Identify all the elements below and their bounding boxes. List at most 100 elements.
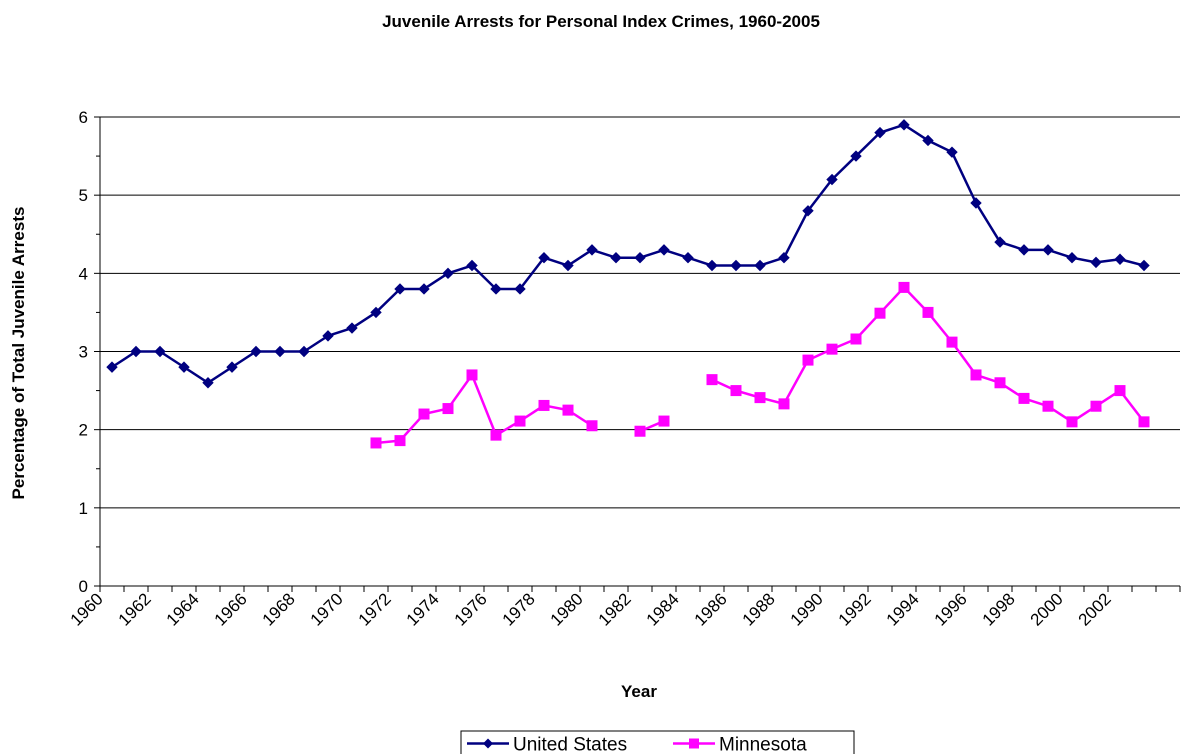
legend-marker <box>689 738 699 749</box>
x-tick-label: 1986 <box>691 589 731 629</box>
y-axis-title: Percentage of Total Juvenile Arrests <box>9 207 28 500</box>
x-tick-label: 1966 <box>211 589 251 629</box>
x-tick-label: 1964 <box>163 589 203 629</box>
data-point <box>202 377 214 389</box>
data-point <box>1066 416 1078 428</box>
data-point <box>346 322 358 334</box>
legend-label: United States <box>513 735 627 754</box>
data-point <box>586 244 598 256</box>
data-point <box>1114 253 1126 265</box>
data-point <box>778 398 790 410</box>
data-point <box>418 408 430 420</box>
data-point <box>634 425 646 437</box>
legend-label: Minnesota <box>719 735 807 754</box>
x-tick-label: 1974 <box>403 589 443 629</box>
gridlines <box>100 116 1180 509</box>
data-point <box>610 251 622 264</box>
data-point <box>298 345 310 358</box>
series-minnesota <box>370 281 1150 449</box>
data-point <box>562 259 574 272</box>
data-point <box>898 281 910 293</box>
x-axis-title: Year <box>621 682 657 701</box>
x-tick-label: 1998 <box>979 589 1019 629</box>
x-tick-label: 1982 <box>595 589 635 629</box>
x-tick-label: 1978 <box>499 589 539 629</box>
x-tick-label: 1968 <box>259 589 299 629</box>
x-tick-label: 2002 <box>1075 589 1115 629</box>
data-point <box>490 429 502 441</box>
data-point <box>826 173 838 186</box>
data-point <box>994 236 1006 248</box>
data-point <box>850 150 862 162</box>
x-tick-labels: 1960 1962 1964 1966 1968 1970 1972 1974 1976 1978… <box>67 589 1115 629</box>
data-point <box>658 244 670 256</box>
data-point <box>730 385 742 397</box>
data-point <box>562 404 574 416</box>
data-point <box>1114 385 1126 397</box>
data-point <box>1018 244 1030 256</box>
data-point <box>922 134 934 147</box>
x-tick-label: 1960 <box>67 589 107 629</box>
data-point <box>1090 400 1102 412</box>
data-point <box>994 377 1006 389</box>
legend-marker <box>483 738 493 749</box>
data-point <box>778 251 790 264</box>
data-point <box>706 259 718 272</box>
data-point <box>466 259 478 272</box>
data-point <box>1138 259 1150 272</box>
series-united-states <box>106 119 1150 389</box>
data-point <box>322 330 334 342</box>
x-tick-label: 1992 <box>835 589 875 629</box>
data-point <box>802 205 814 217</box>
data-point <box>730 259 742 272</box>
data-point <box>274 345 286 358</box>
data-point <box>874 307 886 319</box>
data-point <box>1066 251 1078 264</box>
data-point <box>754 392 766 404</box>
series-line <box>111 123 1145 385</box>
data-point <box>658 415 670 427</box>
data-point <box>754 259 766 272</box>
data-point <box>826 343 838 355</box>
axes <box>94 116 1181 592</box>
data-point <box>106 361 118 373</box>
x-tick-label: 2000 <box>1027 589 1067 629</box>
data-point <box>418 283 430 295</box>
x-tick-label: 1976 <box>451 589 491 629</box>
data-point <box>370 437 382 449</box>
y-tick-label: 3 <box>79 343 88 362</box>
data-point <box>922 306 934 318</box>
y-tick-label: 5 <box>79 186 88 205</box>
data-point <box>970 369 982 381</box>
data-point <box>370 306 382 319</box>
y-tick-label: 2 <box>79 421 88 440</box>
series-line <box>375 373 593 445</box>
data-point <box>514 283 526 295</box>
x-tick-label: 1994 <box>883 589 923 629</box>
x-tick-label: 1962 <box>115 589 155 629</box>
data-point <box>850 333 862 345</box>
data-point <box>442 403 454 415</box>
legend-item: Minnesota <box>673 735 807 754</box>
series <box>106 119 1150 449</box>
data-point <box>1090 256 1102 269</box>
x-tick-label: 1984 <box>643 589 683 629</box>
data-point <box>874 126 886 139</box>
y-tick-label: 4 <box>79 264 88 283</box>
data-point <box>706 374 718 386</box>
data-point <box>538 251 550 264</box>
x-tick-label: 1988 <box>739 589 779 629</box>
y-tick-label: 0 <box>79 577 88 596</box>
y-tick-label: 6 <box>79 108 88 127</box>
data-point <box>970 197 982 209</box>
chart-title: Juvenile Arrests for Personal Index Crim… <box>382 12 820 31</box>
legend: United States Minnesota <box>460 730 855 754</box>
x-tick-label: 1980 <box>547 589 587 629</box>
data-point <box>442 267 454 280</box>
data-point <box>1138 416 1150 428</box>
data-point <box>1018 392 1030 404</box>
legend-item: United States <box>467 735 627 754</box>
data-point <box>514 415 526 427</box>
